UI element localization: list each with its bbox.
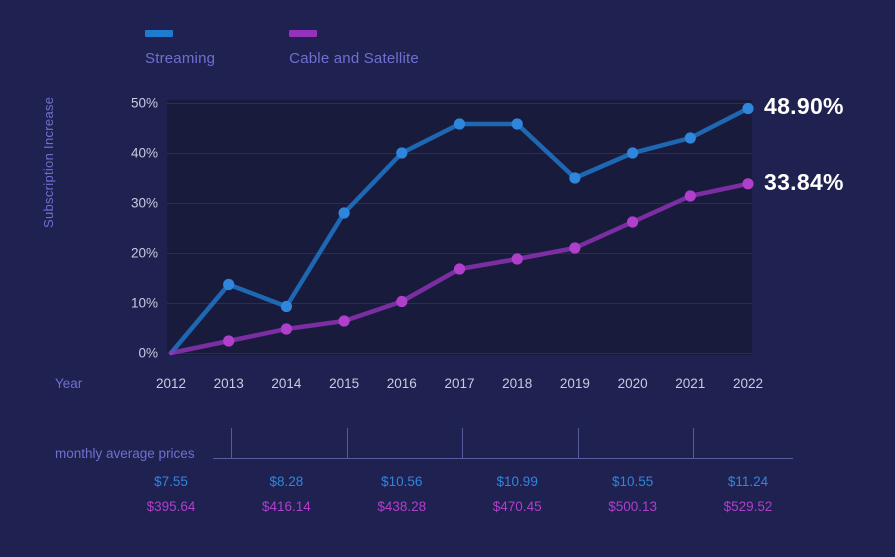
callout-cable-final: 33.84% bbox=[764, 169, 844, 195]
legend-label-cable: Cable and Satellite bbox=[289, 50, 419, 67]
data-point[interactable] bbox=[742, 178, 754, 190]
y-axis-tick: 20% bbox=[130, 245, 158, 261]
plot-area bbox=[167, 100, 754, 356]
x-axis-tick: 2019 bbox=[559, 376, 590, 391]
price-column: $10.56 $438.28 bbox=[377, 474, 426, 514]
x-axis-tick: 2015 bbox=[329, 376, 360, 391]
data-point[interactable] bbox=[280, 323, 292, 335]
data-point[interactable] bbox=[684, 190, 696, 202]
series-line-streaming bbox=[168, 106, 751, 356]
legend-item-streaming[interactable]: Streaming bbox=[145, 30, 215, 67]
callout-streaming-final: 48.90% bbox=[764, 93, 844, 119]
price-cable: $470.45 bbox=[492, 499, 542, 514]
y-axis-tick: 0% bbox=[138, 345, 158, 361]
gridline bbox=[167, 153, 752, 154]
price-tick bbox=[577, 428, 579, 459]
data-point[interactable] bbox=[338, 207, 350, 219]
price-cable: $416.14 bbox=[261, 499, 311, 514]
y-axis-title: Subscription Increase bbox=[41, 96, 56, 228]
data-point[interactable] bbox=[627, 216, 639, 228]
data-point[interactable] bbox=[396, 295, 408, 308]
x-axis-tick: 2022 bbox=[732, 376, 764, 391]
data-point[interactable] bbox=[453, 263, 466, 275]
data-point[interactable] bbox=[338, 315, 350, 327]
x-axis-title: Year bbox=[55, 376, 83, 391]
price-cable: $500.13 bbox=[608, 499, 657, 514]
price-rule bbox=[213, 458, 793, 459]
price-streaming: $11.24 bbox=[727, 474, 769, 489]
gridline bbox=[167, 253, 752, 254]
price-column: $7.55 $395.64 bbox=[147, 474, 196, 514]
x-axis-tick: 2016 bbox=[386, 376, 417, 391]
x-axis-tick: 2021 bbox=[675, 376, 706, 391]
x-axis-tick: 2020 bbox=[617, 376, 648, 391]
gridline bbox=[167, 303, 752, 304]
price-streaming: $10.99 bbox=[496, 474, 538, 489]
x-axis-tick: 2018 bbox=[502, 376, 533, 391]
legend-item-cable[interactable]: Cable and Satellite bbox=[289, 30, 419, 67]
gridline bbox=[167, 353, 752, 354]
price-streaming: $10.56 bbox=[381, 474, 423, 489]
price-column: $10.55 $500.13 bbox=[608, 474, 657, 514]
data-point[interactable] bbox=[223, 335, 235, 347]
data-point[interactable] bbox=[684, 132, 696, 144]
price-tick bbox=[346, 428, 348, 459]
x-axis-tick: 2013 bbox=[213, 376, 244, 391]
data-point[interactable] bbox=[453, 118, 466, 130]
y-axis-tick: 40% bbox=[130, 145, 158, 161]
price-tick bbox=[462, 428, 464, 459]
data-point[interactable] bbox=[511, 118, 523, 130]
price-cable: $529.52 bbox=[723, 499, 773, 514]
data-point[interactable] bbox=[569, 242, 581, 254]
price-tick bbox=[693, 428, 694, 459]
price-streaming: $10.55 bbox=[611, 474, 654, 489]
price-cable: $438.28 bbox=[377, 499, 427, 514]
legend-swatch-cable bbox=[289, 30, 318, 37]
price-column: $11.24 $529.52 bbox=[724, 474, 773, 514]
price-streaming: $8.28 bbox=[269, 474, 304, 489]
price-cable: $395.64 bbox=[146, 499, 196, 514]
data-point[interactable] bbox=[396, 147, 408, 159]
y-axis-tick-labels: 0% 10% 20% 30% 40% 50% bbox=[100, 96, 158, 361]
price-streaming: $7.55 bbox=[154, 474, 188, 489]
price-tick bbox=[231, 428, 233, 459]
data-point[interactable] bbox=[627, 147, 639, 159]
x-axis-tick: 2017 bbox=[444, 376, 475, 391]
price-column: $10.99 $470.45 bbox=[493, 474, 542, 514]
legend-label-streaming: Streaming bbox=[145, 50, 216, 67]
gridline bbox=[167, 103, 752, 104]
x-axis-tick-labels: 2012 2013 2014 2015 2016 2017 2018 2019 2020 2021… bbox=[156, 376, 763, 394]
y-axis-tick: 50% bbox=[130, 95, 158, 111]
data-point[interactable] bbox=[223, 278, 235, 291]
price-column: $8.28 $416.14 bbox=[262, 474, 311, 514]
legend-swatch-streaming bbox=[145, 30, 173, 37]
chart-legend: Streaming Cable and Satellite bbox=[145, 30, 419, 67]
data-point[interactable] bbox=[280, 300, 292, 313]
y-axis-tick: 30% bbox=[130, 195, 158, 211]
data-point[interactable] bbox=[742, 102, 754, 115]
x-axis-tick: 2014 bbox=[271, 376, 302, 391]
price-row-label: monthly average prices bbox=[55, 446, 195, 461]
x-axis-tick: 2012 bbox=[155, 376, 187, 391]
gridline bbox=[167, 203, 752, 204]
data-point[interactable] bbox=[569, 172, 581, 184]
series-lines bbox=[168, 102, 754, 356]
data-point[interactable] bbox=[511, 253, 523, 265]
y-axis-tick: 10% bbox=[130, 295, 158, 311]
